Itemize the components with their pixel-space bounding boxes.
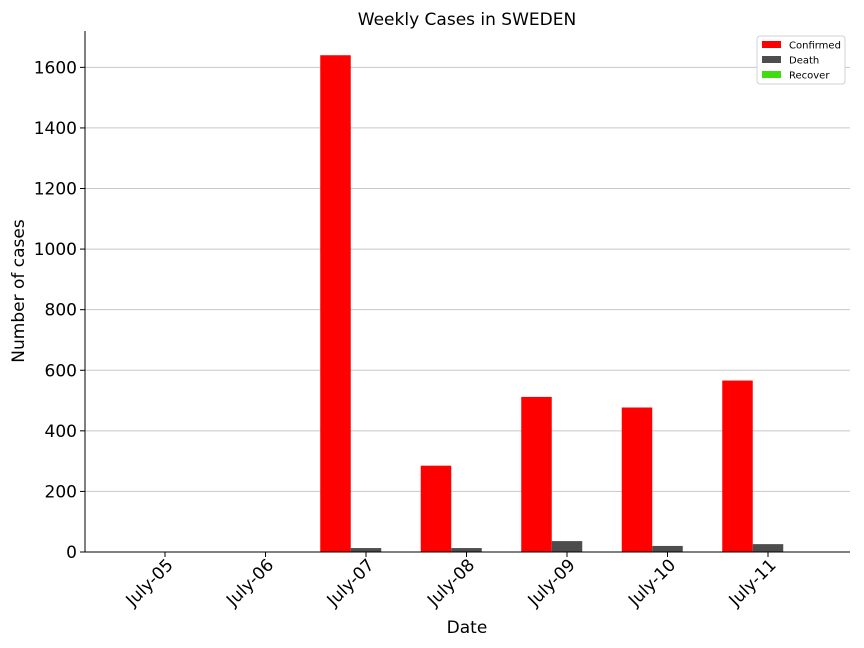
y-tick-label: 0 [66,543,77,563]
x-tick-labels: July-05 July-06 July-07 July-08 July-09 July-… [122,552,781,611]
x-tick-label: July-07 [323,555,379,611]
x-tick-label: July-06 [222,555,278,611]
bar-death-july-07 [350,548,382,552]
bar-death-july-10 [652,545,683,552]
bar-confirmed-july-11 [722,380,753,552]
y-tick-label: 400 [45,422,77,442]
legend-label-recover: Recover [789,71,830,82]
y-tick-label: 1600 [34,58,77,78]
bar-confirmed-july-08 [420,465,452,552]
x-tick-label: July-08 [423,555,479,611]
legend-label-death: Death [789,56,819,67]
y-axis-label: Number of cases [9,219,29,363]
bar-confirmed-july-10 [621,407,653,552]
legend: Confirmed Death Recover [756,35,846,85]
legend-swatch-confirmed [762,41,781,48]
bars [320,55,784,553]
x-tick-label: July-10 [624,555,680,611]
y-tick-label: 1000 [34,240,77,260]
x-axis-label: Date [447,618,488,638]
x-tick-label: July-05 [122,555,178,611]
bar-death-july-09 [551,541,583,552]
bar-confirmed-july-07 [320,55,351,553]
legend-swatch-recover [762,71,781,78]
bar-confirmed-july-09 [521,396,552,552]
y-tick-label: 800 [45,301,77,321]
y-tick-label: 200 [45,482,77,502]
y-tick-label: 1400 [34,119,77,139]
x-tick-label: July-09 [524,555,580,611]
grid-lines [85,66,850,492]
legend-swatch-death [762,56,781,63]
bar-death-july-08 [451,548,482,552]
legend-label-confirmed: Confirmed [789,41,841,52]
y-tick-labels: 0 200 400 600 800 1000 1200 1400 1600 [34,58,85,563]
y-tick-label: 1200 [34,180,77,200]
chart-title: Weekly Cases in SWEDEN [358,10,576,30]
bar-death-july-11 [752,544,784,552]
axes [84,31,850,553]
x-tick-label: July-11 [725,555,781,611]
y-tick-label: 600 [45,361,77,381]
